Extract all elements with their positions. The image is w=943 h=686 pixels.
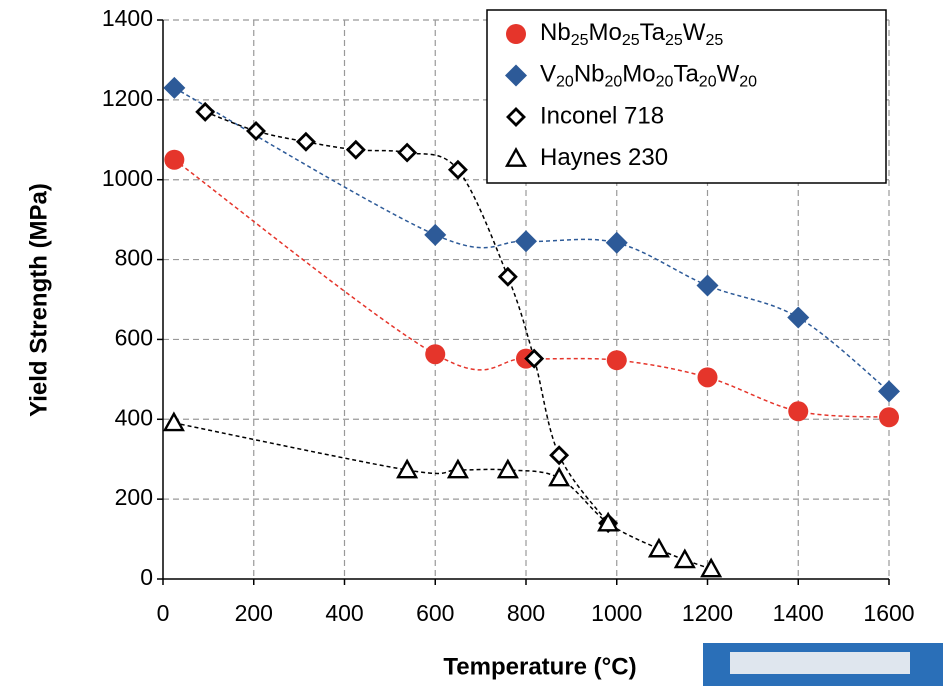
legend-label: Nb25Mo25Ta25W25: [540, 19, 723, 49]
series-line: [173, 159, 890, 419]
x-axis-title: Temperature (°C): [443, 653, 636, 680]
legend-marker: [506, 107, 526, 127]
x-tick-label: 400: [325, 600, 363, 626]
point: [163, 76, 186, 99]
y-tick-label: 600: [115, 325, 153, 351]
point: [696, 274, 719, 297]
x-tick-label: 1400: [773, 600, 824, 626]
point: [446, 458, 469, 479]
x-tick-label: 0: [157, 600, 170, 626]
y-tick-label: 1000: [102, 165, 153, 191]
point: [345, 139, 366, 160]
point: [605, 231, 628, 254]
y-tick-label: 1400: [102, 5, 153, 31]
point: [515, 230, 537, 253]
point: [496, 458, 519, 479]
point: [879, 407, 899, 428]
y-tick-label: 200: [115, 484, 153, 510]
y-tick-label: 0: [140, 564, 153, 590]
point: [878, 380, 900, 403]
y-axis-title: Yield Strength (MPa): [25, 183, 52, 417]
x-tick-label: 600: [416, 600, 454, 626]
point: [647, 537, 670, 558]
point: [697, 367, 718, 388]
legend-marker: [504, 147, 528, 167]
point: [606, 350, 627, 371]
legend-marker: [505, 64, 527, 87]
x-tick-label: 1600: [863, 600, 914, 626]
point: [549, 445, 570, 466]
x-tick-label: 200: [235, 600, 273, 626]
point: [524, 348, 545, 369]
x-tick-label: 800: [507, 600, 545, 626]
point: [246, 121, 266, 141]
point: [700, 557, 723, 578]
legend-label: Haynes 230: [540, 144, 668, 171]
point: [164, 149, 185, 170]
photo-fragment: [730, 652, 910, 674]
point: [195, 101, 216, 122]
x-tick-label: 1000: [591, 600, 642, 626]
point: [787, 306, 810, 329]
point: [295, 131, 316, 152]
legend-label: Inconel 718: [540, 102, 664, 129]
point: [788, 401, 809, 422]
point: [396, 458, 419, 479]
series-line: [204, 111, 609, 524]
y-tick-label: 1200: [102, 85, 153, 111]
legend-box: [486, 9, 887, 184]
point: [673, 548, 696, 569]
point: [425, 344, 446, 365]
y-tick-label: 400: [115, 404, 153, 430]
point: [397, 142, 418, 163]
y-tick-label: 800: [115, 245, 153, 271]
legend-marker: [506, 24, 526, 44]
legend-label: V20Nb20Mo20Ta20W20: [540, 61, 757, 91]
series-line: [173, 422, 712, 570]
x-tick-label: 1200: [682, 600, 733, 626]
point: [424, 223, 447, 246]
point: [597, 511, 620, 532]
point: [497, 266, 518, 287]
point: [162, 411, 185, 432]
point: [447, 159, 468, 180]
point: [548, 466, 571, 487]
